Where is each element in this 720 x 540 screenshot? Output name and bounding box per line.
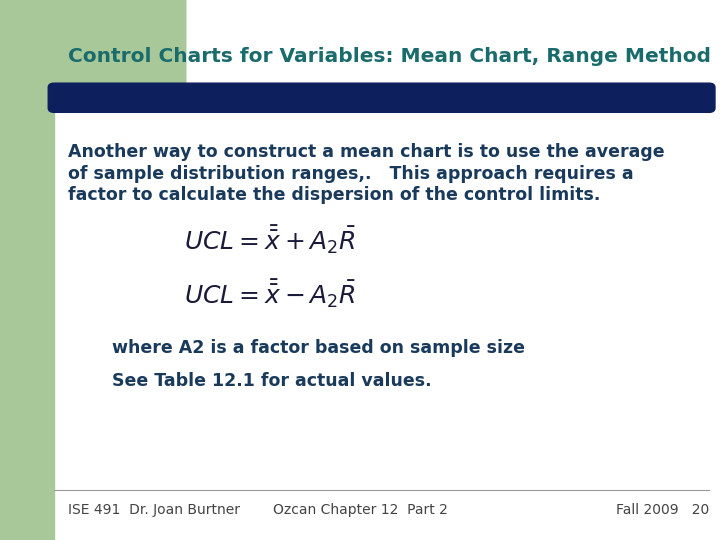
Text: where A2 is a factor based on sample size: where A2 is a factor based on sample siz… <box>112 339 525 357</box>
Text: $UCL = \bar{\bar{x}} + A_2\bar{R}$: $UCL = \bar{\bar{x}} + A_2\bar{R}$ <box>184 224 356 256</box>
Text: Control Charts for Variables: Mean Chart, Range Method: Control Charts for Variables: Mean Chart… <box>68 47 711 66</box>
Text: Fall 2009   20: Fall 2009 20 <box>616 503 709 517</box>
Text: $UCL = \bar{\bar{x}} - A_2\bar{R}$: $UCL = \bar{\bar{x}} - A_2\bar{R}$ <box>184 278 356 310</box>
Text: See Table 12.1 for actual values.: See Table 12.1 for actual values. <box>112 372 431 390</box>
Text: factor to calculate the dispersion of the control limits.: factor to calculate the dispersion of th… <box>68 186 600 204</box>
Text: ISE 491  Dr. Joan Burtner: ISE 491 Dr. Joan Burtner <box>68 503 240 517</box>
Text: of sample distribution ranges,.   This approach requires a: of sample distribution ranges,. This app… <box>68 165 634 183</box>
Text: Ozcan Chapter 12  Part 2: Ozcan Chapter 12 Part 2 <box>273 503 447 517</box>
Text: Another way to construct a mean chart is to use the average: Another way to construct a mean chart is… <box>68 143 665 161</box>
